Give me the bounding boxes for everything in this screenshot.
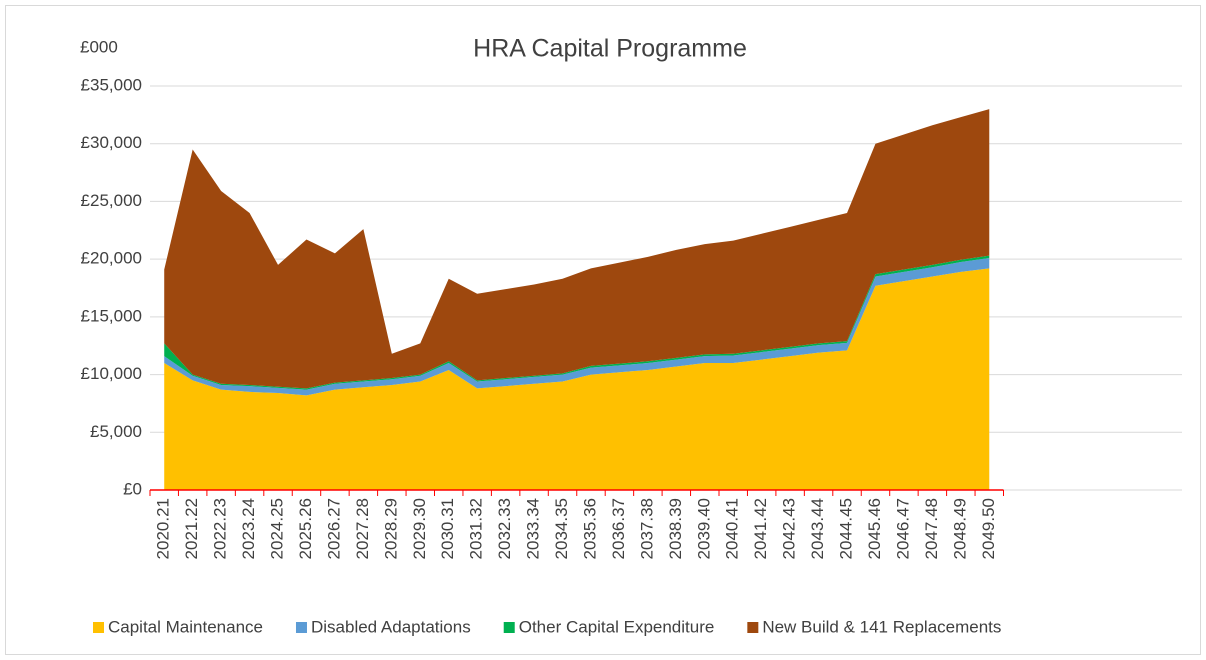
legend-swatch xyxy=(295,622,307,633)
x-tick-label: 2022.23 xyxy=(211,498,230,559)
legend-swatch xyxy=(503,622,515,633)
legend-swatch xyxy=(747,622,759,633)
legend-label: Capital Maintenance xyxy=(108,617,263,636)
y-tick-label: £10,000 xyxy=(81,364,142,383)
x-tick-label: 2029.30 xyxy=(410,498,429,559)
x-tick-label: 2020.21 xyxy=(154,498,173,559)
legend-label: Disabled Adaptations xyxy=(311,617,471,636)
y-tick-label: £0 xyxy=(123,479,142,498)
x-tick-label: 2044.45 xyxy=(837,498,856,559)
y-tick-label: £30,000 xyxy=(81,133,142,152)
x-tick-label: 2034.35 xyxy=(552,498,571,559)
x-tick-label: 2023.24 xyxy=(239,498,258,559)
chart-title: HRA Capital Programme xyxy=(473,35,747,63)
x-tick-label: 2048.49 xyxy=(950,498,969,559)
legend-label: New Build & 141 Replacements xyxy=(762,617,1001,636)
area xyxy=(164,109,990,389)
x-tick-label: 2027.28 xyxy=(353,498,372,559)
x-tick-label: 2021.22 xyxy=(182,498,201,559)
y-tick-label: £20,000 xyxy=(81,249,142,268)
x-tick-label: 2042.43 xyxy=(780,498,799,559)
x-tick-label: 2049.50 xyxy=(979,498,998,559)
x-tick-label: 2035.36 xyxy=(580,498,599,559)
y-tick-label: £25,000 xyxy=(81,191,142,210)
area xyxy=(164,257,990,396)
y-tick-label: £15,000 xyxy=(81,306,142,325)
x-tick-label: 2033.34 xyxy=(524,498,543,559)
x-tick-label: 2039.40 xyxy=(694,498,713,559)
x-tick-label: 2028.29 xyxy=(381,498,400,559)
y-tick-label: £35,000 xyxy=(81,75,142,94)
x-tick-label: 2038.39 xyxy=(666,498,685,559)
x-tick-label: 2046.47 xyxy=(893,498,912,559)
y-axis-label: £000 xyxy=(80,37,118,56)
y-tick-label: £5,000 xyxy=(90,422,142,441)
x-tick-label: 2030.31 xyxy=(438,498,457,559)
x-tick-label: 2032.33 xyxy=(495,498,514,559)
x-tick-label: 2026.27 xyxy=(324,498,343,559)
x-tick-label: 2031.32 xyxy=(467,498,486,559)
area xyxy=(164,268,990,490)
legend-swatch xyxy=(93,622,104,633)
x-tick-label: 2047.48 xyxy=(922,498,941,559)
legend-label: Other Capital Expenditure xyxy=(519,617,715,636)
x-tick-label: 2024.25 xyxy=(268,498,287,559)
x-tick-label: 2045.46 xyxy=(865,498,884,559)
x-tick-label: 2040.41 xyxy=(723,498,742,559)
x-tick-label: 2043.44 xyxy=(808,498,827,559)
x-tick-label: 2037.38 xyxy=(637,498,656,559)
x-tick-label: 2036.37 xyxy=(609,498,628,559)
x-tick-label: 2025.26 xyxy=(296,498,315,559)
x-tick-label: 2041.42 xyxy=(751,498,770,559)
